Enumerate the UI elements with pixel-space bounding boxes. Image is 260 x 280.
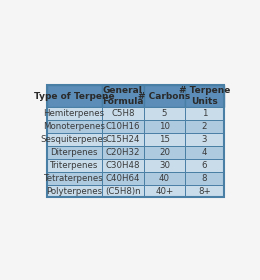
Bar [102,172,144,185]
Bar [47,172,102,185]
Text: (C5H8)n: (C5H8)n [105,186,141,195]
Text: 30: 30 [159,161,170,170]
Bar [102,185,144,197]
Text: C15H24: C15H24 [106,135,140,144]
Bar [144,133,185,146]
Text: Triterpenes: Triterpenes [50,161,98,170]
Text: 2: 2 [202,122,207,131]
Bar [47,85,224,197]
Bar [144,172,185,185]
Text: Hemiterpenes: Hemiterpenes [43,109,105,118]
Text: Type of Terpene: Type of Terpene [34,92,114,101]
Text: 1: 1 [202,109,207,118]
Text: 8: 8 [202,174,207,183]
Bar [47,185,102,197]
Bar [144,120,185,133]
Bar [185,185,224,197]
Text: Tetraterpenes: Tetraterpenes [44,174,104,183]
Text: C40H64: C40H64 [106,174,140,183]
Text: C30H48: C30H48 [106,161,140,170]
Bar [144,185,185,197]
Bar [144,107,185,120]
Text: 6: 6 [202,161,207,170]
Bar [47,159,102,172]
Bar [47,146,102,159]
Bar [102,133,144,146]
Text: 40: 40 [159,174,170,183]
Bar [185,107,224,120]
Text: # Carbons: # Carbons [138,92,191,101]
Bar [102,159,144,172]
Bar [185,133,224,146]
Bar [144,159,185,172]
Text: Diterpenes: Diterpenes [50,148,98,157]
Text: C20H32: C20H32 [106,148,140,157]
Text: 15: 15 [159,135,170,144]
Text: 5: 5 [162,109,167,118]
Bar [185,146,224,159]
Text: Polyterpenes: Polyterpenes [46,186,102,195]
Text: 10: 10 [159,122,170,131]
Bar [102,146,144,159]
Bar [102,107,144,120]
Text: 20: 20 [159,148,170,157]
Bar [102,120,144,133]
Bar [185,85,224,107]
Bar [47,107,102,120]
Text: General
Formula: General Formula [102,86,144,106]
Text: 40+: 40+ [155,186,174,195]
Bar [47,85,102,107]
Bar [102,85,144,107]
Bar [47,120,102,133]
Bar [144,85,185,107]
Text: 8+: 8+ [198,186,211,195]
Bar [185,172,224,185]
Text: 3: 3 [202,135,207,144]
Bar [185,120,224,133]
Text: Sesquiterpenes: Sesquiterpenes [41,135,108,144]
Bar [185,159,224,172]
Text: # Terpene
Units: # Terpene Units [179,86,230,106]
Text: C5H8: C5H8 [111,109,135,118]
Bar [47,133,102,146]
Text: C10H16: C10H16 [106,122,140,131]
Text: 4: 4 [202,148,207,157]
Bar [144,146,185,159]
Text: Monoterpenes: Monoterpenes [43,122,105,131]
